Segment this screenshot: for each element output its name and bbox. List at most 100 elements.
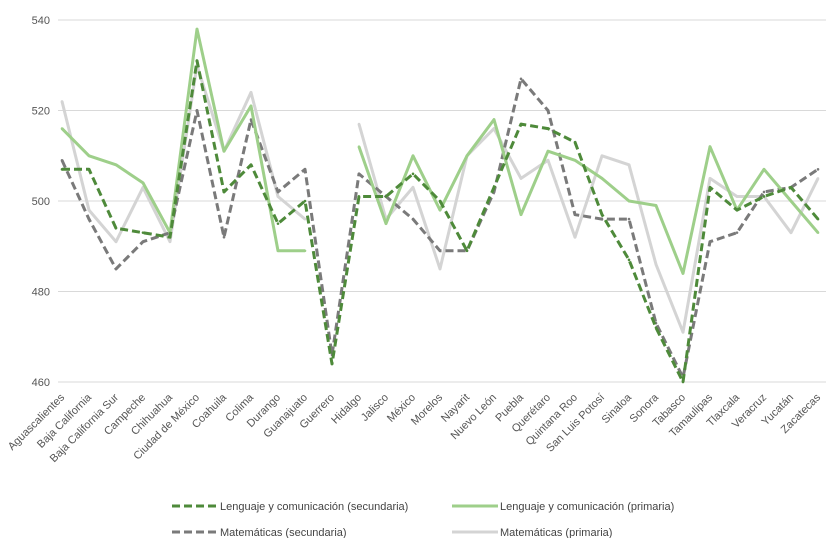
data-point bbox=[600, 213, 604, 216]
series-2 bbox=[60, 77, 820, 379]
data-point bbox=[141, 231, 145, 234]
data-point bbox=[789, 186, 793, 189]
series-line-2-0 bbox=[60, 77, 819, 379]
data-point bbox=[249, 104, 253, 108]
data-point bbox=[60, 168, 64, 171]
data-point bbox=[330, 362, 334, 366]
data-point bbox=[411, 217, 415, 221]
data-point bbox=[816, 168, 820, 171]
series-line-1-0 bbox=[60, 27, 305, 253]
data-point bbox=[384, 195, 388, 198]
data-point bbox=[114, 226, 118, 230]
data-point bbox=[276, 195, 280, 198]
data-point bbox=[627, 258, 631, 262]
data-point bbox=[762, 168, 766, 171]
data-point bbox=[762, 190, 766, 194]
data-point bbox=[411, 172, 415, 176]
data-point bbox=[168, 235, 172, 239]
data-point bbox=[465, 249, 469, 253]
data-point bbox=[276, 249, 280, 253]
data-point bbox=[627, 163, 631, 167]
data-point bbox=[384, 222, 388, 225]
legend-label-0: Lenguaje y comunicación (secundaria) bbox=[220, 501, 408, 513]
data-point bbox=[222, 235, 226, 239]
x-tick-label: Jalisco bbox=[359, 392, 391, 424]
data-point bbox=[492, 127, 496, 130]
data-point bbox=[546, 158, 550, 162]
data-point bbox=[735, 231, 739, 234]
data-point bbox=[222, 190, 226, 194]
data-point bbox=[303, 217, 307, 221]
data-point bbox=[735, 208, 739, 212]
data-point bbox=[249, 118, 253, 121]
data-point bbox=[87, 154, 91, 158]
data-point bbox=[816, 177, 820, 180]
y-tick-label: 520 bbox=[32, 106, 50, 118]
data-point bbox=[465, 154, 469, 158]
data-point bbox=[816, 231, 820, 234]
data-point bbox=[519, 122, 523, 126]
data-point bbox=[519, 213, 523, 216]
data-point bbox=[762, 195, 766, 198]
data-point bbox=[681, 330, 685, 334]
data-point bbox=[573, 140, 577, 144]
data-point bbox=[438, 249, 442, 253]
legend-label-3: Matemáticas (primaria) bbox=[500, 527, 612, 538]
data-point bbox=[249, 163, 253, 167]
data-point bbox=[114, 267, 118, 271]
data-point bbox=[87, 208, 91, 212]
data-point bbox=[60, 100, 64, 103]
data-point bbox=[357, 195, 361, 198]
data-point bbox=[303, 168, 307, 171]
data-point bbox=[87, 217, 91, 221]
data-point bbox=[492, 186, 496, 189]
data-point bbox=[546, 109, 550, 112]
data-point bbox=[654, 263, 658, 266]
data-point bbox=[438, 267, 442, 271]
data-point bbox=[492, 118, 496, 121]
data-point bbox=[600, 154, 604, 158]
data-point bbox=[546, 127, 550, 130]
data-point bbox=[573, 158, 577, 162]
data-point bbox=[357, 122, 361, 126]
data-point bbox=[600, 177, 604, 180]
series-line-0-0 bbox=[62, 59, 820, 384]
data-point bbox=[600, 217, 604, 221]
data-point bbox=[276, 190, 280, 194]
data-point bbox=[249, 91, 253, 94]
series-line-3-1 bbox=[357, 123, 820, 334]
data-point bbox=[303, 199, 307, 203]
data-point bbox=[573, 235, 577, 239]
data-point bbox=[195, 27, 199, 31]
data-point bbox=[168, 240, 172, 244]
data-point bbox=[573, 213, 577, 216]
data-point bbox=[276, 222, 280, 225]
data-point bbox=[789, 231, 793, 234]
data-point bbox=[60, 158, 64, 162]
data-point bbox=[708, 145, 712, 148]
y-axis-ticks: 460 480 500 520 540 bbox=[32, 15, 50, 389]
data-point bbox=[87, 168, 91, 171]
data-point bbox=[357, 172, 361, 176]
data-point bbox=[654, 326, 658, 330]
legend-label-1: Lenguaje y comunicación (primaria) bbox=[500, 501, 674, 513]
data-point bbox=[816, 217, 820, 221]
y-tick-label: 540 bbox=[32, 15, 50, 27]
data-point bbox=[627, 217, 631, 221]
legend-label-2: Matemáticas (secundaria) bbox=[220, 527, 347, 538]
data-point bbox=[438, 199, 442, 203]
data-point bbox=[357, 145, 361, 148]
series-line-1-1 bbox=[357, 118, 820, 275]
x-tick-label: Sinaloa bbox=[600, 391, 635, 426]
data-point bbox=[411, 186, 415, 189]
data-point bbox=[627, 199, 631, 203]
data-point bbox=[519, 177, 523, 180]
data-point bbox=[60, 127, 64, 130]
data-point bbox=[546, 149, 550, 153]
data-point bbox=[195, 59, 199, 63]
legend: Lenguaje y comunicación (secundaria) Leng… bbox=[172, 501, 674, 538]
series-1 bbox=[60, 27, 820, 275]
y-tick-label: 500 bbox=[32, 196, 50, 208]
data-point bbox=[681, 272, 685, 275]
